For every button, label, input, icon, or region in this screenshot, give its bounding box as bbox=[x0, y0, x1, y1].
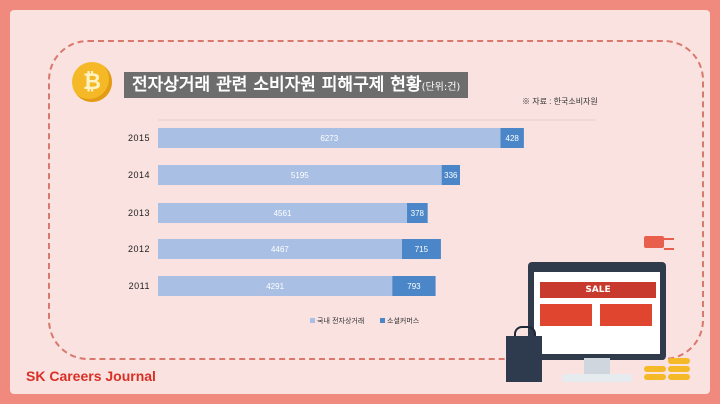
y-tick-label: 2011 bbox=[129, 281, 150, 291]
brand-logo: SK Careers Journal bbox=[26, 368, 156, 384]
shopping-bag-handle bbox=[514, 326, 536, 342]
legend-label: 국내 전자상거래 bbox=[317, 316, 364, 325]
bar-group: 2015 6273 428 2014 5195 336 2013 4561 378 2012 446… bbox=[128, 128, 524, 296]
y-tick-label: 2012 bbox=[128, 244, 150, 254]
bar-domestic bbox=[158, 203, 408, 223]
chart-title: 전자상거래 관련 소비자원 피해구제 현황(단위:건) bbox=[124, 72, 469, 98]
chart-title-unit: (단위:건) bbox=[421, 82, 461, 93]
chat-lines-icon bbox=[664, 238, 674, 250]
monitor-base bbox=[562, 374, 632, 382]
data-label: 6273 bbox=[320, 134, 338, 143]
chart-title-text: 전자상거래 관련 소비자원 피해구제 현황 bbox=[132, 75, 422, 95]
coin-stack-icon bbox=[668, 358, 690, 364]
data-label: 336 bbox=[444, 171, 458, 180]
data-label: 4291 bbox=[266, 282, 284, 291]
coin-stack-icon bbox=[668, 374, 690, 380]
sale-banner-text: SALE bbox=[585, 285, 611, 295]
bar-domestic bbox=[158, 128, 501, 148]
bar-social bbox=[392, 276, 436, 296]
data-label: 378 bbox=[411, 209, 425, 218]
bar-social bbox=[500, 128, 524, 148]
data-label: 715 bbox=[415, 245, 429, 254]
source-note: ※ 자료 : 한국소비자원 bbox=[522, 97, 598, 106]
sale-banner: SALE bbox=[540, 282, 656, 298]
data-label: 428 bbox=[506, 134, 520, 143]
shopping-cart-tile-icon bbox=[540, 304, 592, 326]
bar-domestic bbox=[158, 165, 442, 185]
legend-label: 소셜커머스 bbox=[387, 316, 420, 325]
bar-social bbox=[401, 239, 441, 259]
coin-stack-icon bbox=[644, 374, 666, 380]
data-label: 793 bbox=[407, 282, 421, 291]
legend-swatch bbox=[380, 318, 385, 323]
bar-domestic bbox=[158, 239, 402, 259]
data-label: 5195 bbox=[291, 171, 309, 180]
chat-bubble-icon bbox=[644, 236, 664, 248]
chart-legend: 국내 전자상거래 소셜커머스 bbox=[310, 316, 420, 325]
shopping-bag-icon bbox=[506, 336, 542, 382]
y-tick-label: 2015 bbox=[128, 133, 150, 143]
monitor-stand bbox=[584, 358, 610, 376]
coin-stack-icon bbox=[644, 366, 666, 372]
shopping-cart-tile-icon bbox=[600, 304, 652, 326]
bar-domestic bbox=[158, 276, 393, 296]
bitcoin-coin-icon: ₿ bbox=[72, 62, 112, 102]
data-label: 4467 bbox=[271, 245, 289, 254]
bar-social bbox=[441, 165, 460, 185]
legend-swatch bbox=[310, 318, 315, 323]
y-tick-label: 2014 bbox=[128, 170, 150, 180]
coin-stack-icon bbox=[668, 366, 690, 372]
bar-social bbox=[407, 203, 428, 223]
y-tick-label: 2013 bbox=[128, 208, 150, 218]
data-label: 4561 bbox=[274, 209, 292, 218]
